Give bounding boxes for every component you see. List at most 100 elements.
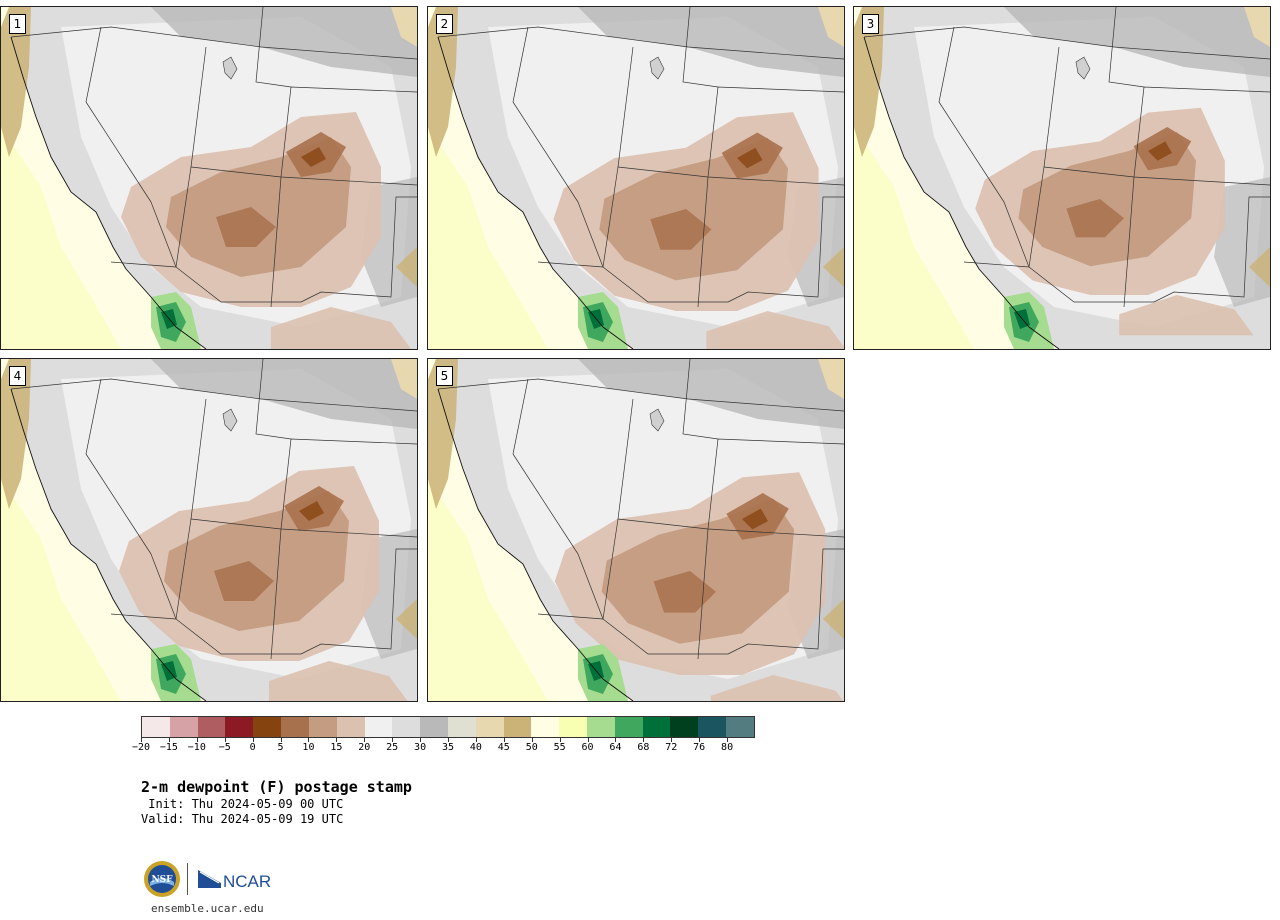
- colorbar-tick-label: 15: [330, 742, 343, 753]
- colorbar-tick: [252, 738, 254, 742]
- colorbar-tick: [280, 738, 282, 742]
- northern-gray-band: [578, 7, 844, 77]
- state-boundary: [150, 553, 177, 620]
- coastline: [437, 388, 634, 701]
- state-boundary: [697, 176, 709, 308]
- dry-airmass: [553, 112, 844, 349]
- eastern-moist-patch: [396, 247, 417, 287]
- colorbar-tick: [671, 738, 673, 742]
- state-boundary: [175, 266, 301, 303]
- state-boundary: [537, 613, 604, 620]
- state-boundary: [1108, 7, 1145, 88]
- state-boundary: [85, 378, 102, 455]
- colorbar: [141, 716, 755, 738]
- colorbar-tick-label: 25: [386, 742, 399, 753]
- northwest-coast: [854, 7, 884, 157]
- colorbar-tick: [643, 738, 645, 742]
- state-boundary: [10, 26, 417, 60]
- coastal-moisture: [428, 479, 548, 701]
- colorbar-tick-label: −10: [187, 742, 206, 753]
- driest-spot: [737, 147, 763, 169]
- state-boundary: [1123, 176, 1135, 308]
- northern-gray-band: [151, 7, 417, 77]
- dry-airmass: [554, 472, 844, 701]
- colorbar-swatch-7: [336, 717, 365, 737]
- state-boundary: [512, 101, 579, 203]
- state-boundary: [512, 453, 579, 555]
- colorbar-swatch-2: [197, 717, 226, 737]
- colorbar-swatch-4: [253, 717, 282, 737]
- state-boundary: [863, 26, 1270, 60]
- colorbar-swatch-13: [503, 717, 532, 737]
- eastern-gray-patch: [1214, 177, 1270, 307]
- southern-dry-zone: [1119, 295, 1254, 336]
- colorbar-tick-label: −15: [159, 742, 178, 753]
- state-boundary: [1028, 266, 1154, 303]
- ncar-logo: NCAR: [198, 870, 271, 891]
- state-boundary: [512, 26, 529, 103]
- nsf-logo-text: NSF: [151, 875, 173, 885]
- colorbar-tick: [308, 738, 310, 742]
- northeast-corner: [818, 7, 844, 47]
- very-dry-core-west: [1066, 199, 1124, 238]
- colorbar-tick: [336, 738, 338, 742]
- state-boundary: [682, 359, 719, 440]
- northwest-coast: [1, 359, 31, 509]
- state-boundary: [300, 548, 417, 655]
- dewpoint-map-5: [428, 359, 844, 701]
- panel-number-5: 5: [436, 366, 453, 386]
- colorbar-swatch-6: [308, 717, 337, 737]
- panel-number-3: 3: [862, 14, 879, 34]
- nsf-logo: NSF: [144, 861, 180, 897]
- init-time: Init: Thu 2024-05-09 00 UTC: [141, 797, 344, 811]
- colorbar-tick: [168, 738, 170, 742]
- colorbar-tick-label: 60: [581, 742, 594, 753]
- colorbar-tick: [448, 738, 449, 742]
- driest-spot: [742, 508, 768, 530]
- coastal-moisture: [854, 127, 974, 349]
- colorbar-tick-label: 64: [609, 742, 622, 753]
- state-boundary: [255, 7, 292, 88]
- state-boundary: [727, 196, 844, 303]
- colorbar-swatch-17: [614, 717, 643, 737]
- southern-dry-zone: [271, 307, 411, 349]
- southern-dry-zone: [706, 310, 844, 349]
- northern-gray-band: [151, 359, 417, 429]
- state-boundary: [85, 26, 102, 103]
- eastern-moist-patch: [823, 247, 844, 287]
- colorbar-swatch-9: [392, 717, 421, 737]
- colorbar-tick: [475, 738, 477, 742]
- state-boundary: [577, 553, 604, 620]
- logo-divider: [187, 863, 188, 895]
- panel-number-1: 1: [9, 14, 26, 34]
- colorbar-tick: [141, 738, 142, 742]
- great-salt-lake: [222, 56, 238, 80]
- colorbar-ticks: −20 −15 −10 −5 0 5 10 15 20 25 30 35 40 45 50 55 60 64 68 7…: [132, 738, 755, 758]
- eastern-moist-patch: [1249, 247, 1270, 287]
- colorbar-tick: [364, 738, 366, 742]
- state-boundary: [577, 201, 604, 268]
- colorbar-tick: [224, 738, 226, 742]
- great-salt-lake: [649, 408, 665, 432]
- valid-time: Valid: Thu 2024-05-09 19 UTC: [141, 812, 344, 826]
- site-url[interactable]: ensemble.ucar.edu: [151, 902, 264, 915]
- colorbar-swatch-11: [447, 717, 476, 737]
- colorbar-swatch-3: [225, 717, 254, 737]
- colorbar-tick-label: 55: [553, 742, 566, 753]
- state-boundary: [175, 618, 301, 655]
- colorbar-tick-label: 45: [497, 742, 510, 753]
- eastern-moist-patch: [396, 599, 417, 639]
- state-boundary: [110, 613, 177, 620]
- great-salt-lake: [649, 56, 665, 80]
- very-dry-core-west: [653, 571, 716, 613]
- coastal-moisture: [1, 127, 121, 349]
- colorbar-swatch-0: [142, 717, 170, 737]
- colorbar-swatch-15: [559, 717, 587, 737]
- great-salt-lake: [1075, 56, 1091, 80]
- driest-spot: [299, 501, 324, 521]
- state-boundary: [85, 453, 152, 555]
- colorbar-swatch-1: [169, 717, 198, 737]
- great-salt-lake: [222, 408, 238, 432]
- state-boundary: [300, 196, 417, 303]
- northeast-corner: [391, 7, 417, 47]
